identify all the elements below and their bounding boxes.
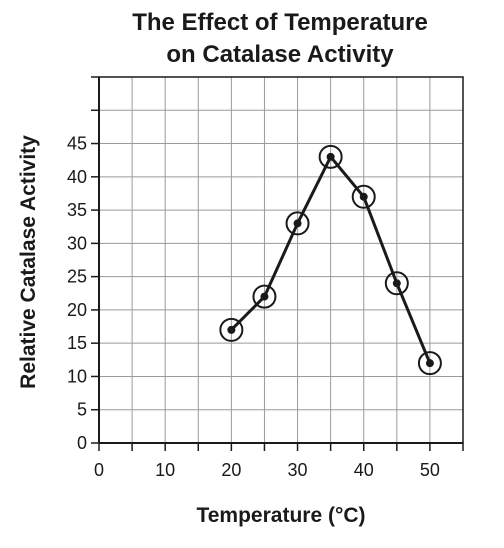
y-tick-label: 10 — [67, 366, 87, 386]
data-point-dot — [260, 292, 269, 301]
data-point-ring — [318, 144, 343, 169]
x-tick-label: 20 — [221, 460, 241, 480]
data-points — [219, 144, 442, 376]
data-point — [384, 271, 409, 296]
data-point — [285, 211, 310, 236]
x-tick-label: 10 — [155, 460, 175, 480]
data-point-dot — [326, 152, 335, 161]
y-tick-labels: 0 5 10 15 20 25 30 35 40 45 — [67, 134, 87, 453]
data-point-ring — [417, 351, 442, 376]
data-point-ring — [285, 211, 310, 236]
grid — [99, 77, 463, 443]
x-tick-label: 30 — [288, 460, 308, 480]
chart-title-line-2: on Catalase Activity — [166, 41, 394, 68]
data-point — [351, 184, 376, 209]
y-tick-label: 40 — [67, 167, 87, 187]
data-point — [252, 284, 277, 309]
y-tick-label: 5 — [77, 400, 87, 420]
y-tick-label: 15 — [67, 333, 87, 353]
y-tick-label: 20 — [67, 300, 87, 320]
data-point-dot — [293, 219, 302, 228]
data-point-dot — [359, 192, 368, 201]
x-tick-label: 0 — [94, 460, 104, 480]
data-point-ring — [219, 317, 244, 342]
y-tick-label: 25 — [67, 267, 87, 287]
data-point-dot — [227, 325, 236, 334]
y-tick-label: 30 — [67, 233, 87, 253]
x-axis-label: Temperature (°C) — [196, 504, 365, 527]
data-point-dot — [425, 359, 434, 368]
x-tick-labels: 0 10 20 30 40 50 — [94, 460, 440, 480]
axis-ticks — [91, 76, 464, 451]
data-point-dot — [392, 279, 401, 288]
y-tick-label: 35 — [67, 200, 87, 220]
chart-title-line-1: The Effect of Temperature — [132, 9, 428, 36]
y-tick-label: 45 — [67, 134, 87, 154]
data-point — [417, 351, 442, 376]
data-point — [318, 144, 343, 169]
data-point-ring — [351, 184, 376, 209]
data-point — [219, 317, 244, 342]
y-axis-label: Relative Catalase Activity — [17, 135, 40, 389]
data-point-ring — [252, 284, 277, 309]
data-point-ring — [384, 271, 409, 296]
x-tick-label: 40 — [354, 460, 374, 480]
y-tick-label: 0 — [77, 433, 87, 453]
x-tick-label: 50 — [420, 460, 440, 480]
